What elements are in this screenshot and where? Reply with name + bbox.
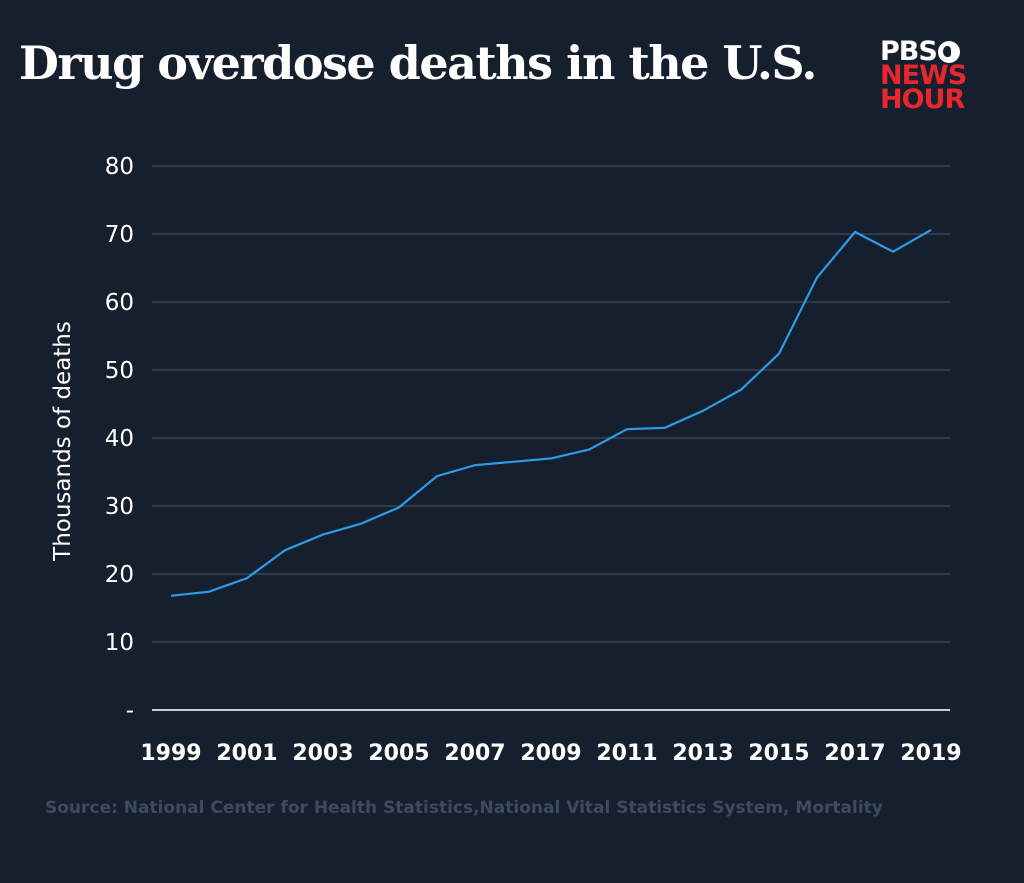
y-tick-label: 70	[105, 222, 134, 248]
x-tick-label: 2001	[216, 741, 277, 766]
x-tick-label: 1999	[140, 741, 201, 766]
y-tick-label: 80	[105, 154, 134, 180]
y-tick-label: 30	[105, 494, 134, 520]
x-tick-label: 2017	[824, 741, 885, 766]
x-tick-label: 2003	[292, 741, 353, 766]
series-line	[170, 228, 932, 597]
pbs-newshour-logo: PBS NEWS HOUR	[880, 36, 967, 115]
y-tick-label: 60	[105, 290, 134, 316]
y-tick-label: 40	[105, 426, 134, 452]
y-tick-labels: - 10 20 30 40 50 60 70 80	[105, 154, 134, 724]
y-axis-label: Thousands of deaths	[50, 321, 76, 562]
chart-title: Drug overdose deaths in the U.S.	[19, 36, 817, 90]
x-tick-label: 2009	[520, 741, 581, 766]
x-tick-label: 2007	[444, 741, 505, 766]
x-tick-label: 2015	[748, 741, 809, 766]
x-tick-label: 2013	[672, 741, 733, 766]
y-tick-label: -	[126, 698, 134, 724]
logo-hour-text: HOUR	[880, 84, 965, 115]
x-tick-label: 2019	[900, 741, 961, 766]
x-tick-labels: 1999 2001 2003 2005 2007 2009 2011 2013 2015 2017…	[140, 741, 961, 766]
source-note: Source: National Center for Health Stati…	[45, 798, 883, 818]
gridlines	[152, 165, 950, 711]
series-group	[170, 228, 932, 597]
logo-pbs-text: PBS	[880, 36, 938, 67]
y-tick-label: 20	[105, 562, 134, 588]
y-tick-label: 50	[105, 358, 134, 384]
logo-news-text: NEWS	[880, 60, 967, 91]
pbs-head-icon	[937, 41, 960, 63]
x-tick-label: 2005	[368, 741, 429, 766]
y-tick-label: 10	[105, 630, 134, 656]
x-tick-label: 2011	[596, 741, 657, 766]
